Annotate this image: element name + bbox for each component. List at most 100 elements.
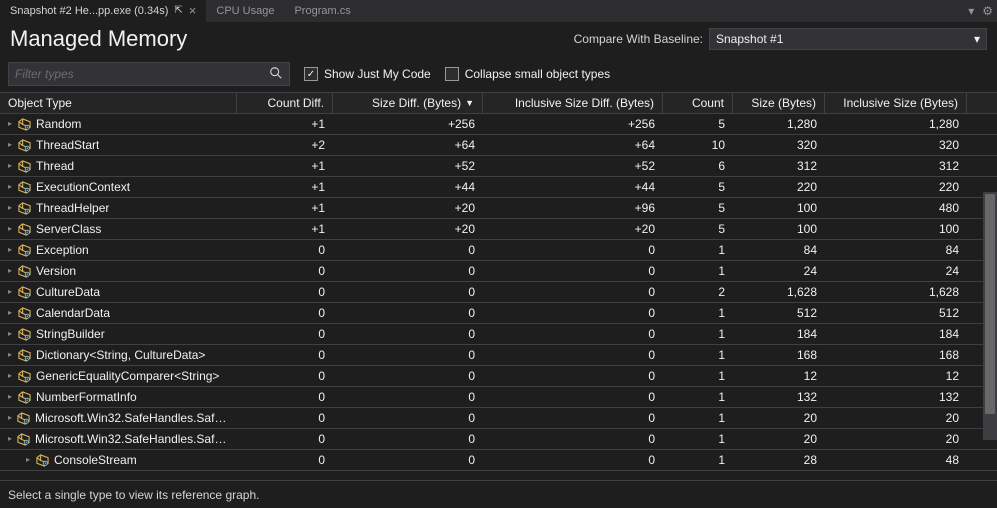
show-just-my-code-label: Show Just My Code — [324, 67, 431, 81]
class-icon — [16, 243, 32, 257]
cell-inclSize: 184 — [825, 327, 967, 341]
expand-icon[interactable]: ▸ — [8, 140, 12, 149]
expand-icon[interactable]: ▸ — [8, 245, 12, 254]
table-row[interactable]: ▸NumberFormatInfo0001132132 — [0, 387, 997, 408]
expand-icon[interactable]: ▸ — [8, 371, 12, 380]
table-row[interactable]: ▸Exception00018484 — [0, 240, 997, 261]
search-icon[interactable] — [269, 66, 283, 83]
table-row[interactable]: ▸CultureData00021,6281,628 — [0, 282, 997, 303]
cell-countDiff: 0 — [237, 264, 333, 278]
expand-icon[interactable]: ▸ — [8, 266, 12, 275]
table-row[interactable]: ▸Microsoft.Win32.SafeHandles.SafeViewOfF… — [0, 408, 997, 429]
table-row[interactable]: ▸ Microsoft.Win32.SafeHandles.SafeFileHan… — [0, 429, 997, 450]
vertical-scrollbar[interactable] — [983, 192, 997, 440]
object-type-name: Microsoft.Win32.SafeHandles.SafeFileHand… — [35, 432, 229, 446]
column-header-sizeDiff[interactable]: Size Diff. (Bytes)▼ — [333, 93, 483, 113]
tab-cpu-usage[interactable]: CPU Usage — [206, 0, 284, 22]
table-row[interactable]: ▸Dictionary<String, CultureData>00011681… — [0, 345, 997, 366]
cell-countDiff: 0 — [237, 453, 333, 467]
collapse-small-object-types-checkbox[interactable]: Collapse small object types — [445, 67, 610, 81]
cell-inclSizeDiff: 0 — [483, 264, 663, 278]
object-type-name: ExecutionContext — [36, 180, 130, 194]
pin-icon[interactable]: ⇱ — [174, 5, 182, 16]
cell-size: 20 — [733, 411, 825, 425]
column-header-label: Size (Bytes) — [751, 96, 816, 110]
cell-sizeDiff: +20 — [333, 222, 483, 236]
tab-program-cs[interactable]: Program.cs — [284, 0, 360, 22]
baseline-select[interactable]: Snapshot #1 ▾ — [709, 28, 987, 50]
collapse-small-label: Collapse small object types — [465, 67, 610, 81]
table-row[interactable]: ▸Thread+1+52+526312312 — [0, 156, 997, 177]
cell-size: 1,628 — [733, 285, 825, 299]
cell-name: ▸Random — [0, 117, 237, 131]
cell-count: 5 — [663, 180, 733, 194]
column-header-label: Size Diff. (Bytes) — [372, 96, 461, 110]
expand-icon[interactable]: ▸ — [8, 329, 12, 338]
column-header-name[interactable]: Object Type — [0, 93, 237, 113]
column-header-label: Object Type — [8, 96, 72, 110]
table-row[interactable]: ▸CalendarData0001512512 — [0, 303, 997, 324]
cell-inclSizeDiff: 0 — [483, 432, 663, 446]
table-row[interactable]: ▸ThreadHelper+1+20+965100480 — [0, 198, 997, 219]
class-icon — [34, 453, 50, 467]
cell-name: ▸ ConsoleStream — [0, 453, 237, 467]
cell-inclSize: 220 — [825, 180, 967, 194]
cell-count: 1 — [663, 369, 733, 383]
cell-inclSizeDiff: +64 — [483, 138, 663, 152]
expand-icon[interactable]: ▸ — [8, 182, 12, 191]
checkbox-icon: ✓ — [304, 67, 318, 81]
expand-icon[interactable]: ▸ — [8, 224, 12, 233]
table-row[interactable]: ▸Random+1+256+25651,2801,280 — [0, 114, 997, 135]
filter-types-input[interactable]: Filter types — [8, 62, 290, 86]
header-row: Managed Memory Compare With Baseline: Sn… — [0, 22, 997, 58]
class-icon — [16, 201, 32, 215]
table-row[interactable]: ▸GenericEqualityComparer<String>00011212 — [0, 366, 997, 387]
expand-icon[interactable]: ▸ — [8, 287, 12, 296]
table-row[interactable]: ▸Version00012424 — [0, 261, 997, 282]
column-header-inclSizeDiff[interactable]: Inclusive Size Diff. (Bytes) — [483, 93, 663, 113]
cell-count: 6 — [663, 159, 733, 173]
table-row[interactable]: ▸ConsoleStream00012848 — [0, 450, 997, 471]
table-row[interactable]: ▸ExecutionContext+1+44+445220220 — [0, 177, 997, 198]
expand-icon[interactable]: ▸ — [8, 203, 12, 212]
table-row[interactable]: ▸StringBuilder0001184184 — [0, 324, 997, 345]
scrollbar-thumb[interactable] — [985, 194, 995, 414]
column-header-countDiff[interactable]: Count Diff. — [237, 93, 333, 113]
tab-snapshot-2-he-pp-exe-0-34s[interactable]: Snapshot #2 He...pp.exe (0.34s)⇱× — [0, 0, 206, 22]
tab-overflow-icon[interactable]: ▾ — [968, 4, 974, 18]
status-bar: Select a single type to view its referen… — [0, 480, 997, 508]
cell-countDiff: 0 — [237, 411, 333, 425]
expand-icon[interactable]: ▸ — [8, 161, 12, 170]
cell-inclSizeDiff: 0 — [483, 369, 663, 383]
cell-sizeDiff: 0 — [333, 327, 483, 341]
table-row[interactable]: ▸ServerClass+1+20+205100100 — [0, 219, 997, 240]
cell-countDiff: 0 — [237, 348, 333, 362]
cell-sizeDiff: 0 — [333, 348, 483, 362]
cell-name: ▸ ExecutionContext — [0, 180, 237, 194]
close-icon[interactable]: × — [189, 3, 197, 18]
table-row[interactable]: ▸ThreadStart+2+64+6410320320 — [0, 135, 997, 156]
expand-icon[interactable]: ▸ — [8, 434, 12, 443]
column-header-inclSize[interactable]: Inclusive Size (Bytes) — [825, 93, 967, 113]
cell-countDiff: 0 — [237, 369, 333, 383]
expand-icon[interactable]: ▸ — [8, 350, 12, 359]
expand-icon[interactable]: ▸ — [8, 119, 12, 128]
column-header-count[interactable]: Count — [663, 93, 733, 113]
column-header-size[interactable]: Size (Bytes) — [733, 93, 825, 113]
cell-name: ▸CalendarData — [0, 306, 237, 320]
cell-inclSizeDiff: +44 — [483, 180, 663, 194]
gear-icon[interactable]: ⚙ — [982, 4, 993, 18]
expand-icon[interactable]: ▸ — [26, 455, 30, 464]
expand-icon[interactable]: ▸ — [8, 413, 12, 422]
cell-sizeDiff: 0 — [333, 453, 483, 467]
expand-icon[interactable]: ▸ — [8, 392, 12, 401]
show-just-my-code-checkbox[interactable]: ✓ Show Just My Code — [304, 67, 431, 81]
expand-icon[interactable]: ▸ — [8, 308, 12, 317]
cell-countDiff: 0 — [237, 285, 333, 299]
object-type-name: Dictionary<String, CultureData> — [36, 348, 205, 362]
class-icon — [16, 138, 32, 152]
cell-inclSizeDiff: +256 — [483, 117, 663, 131]
cell-size: 100 — [733, 222, 825, 236]
cell-name: ▸Thread — [0, 159, 237, 173]
object-type-name: ConsoleStream — [54, 453, 137, 467]
